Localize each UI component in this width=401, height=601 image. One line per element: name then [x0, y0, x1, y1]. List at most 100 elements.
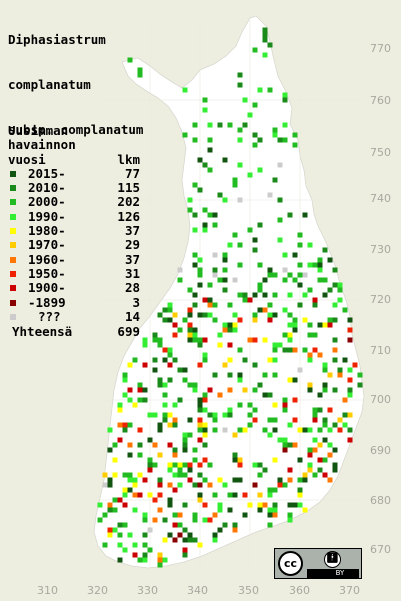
observation-square [117, 422, 123, 428]
observation-square [332, 422, 338, 428]
observation-square [192, 512, 198, 518]
observation-square [267, 302, 273, 308]
legend-item: 2015- 77 [8, 166, 140, 181]
observation-square [322, 457, 328, 463]
observation-square [217, 502, 223, 508]
observation-square [327, 477, 333, 483]
observation-square [112, 507, 118, 513]
observation-square [192, 227, 198, 233]
observation-square [307, 332, 313, 338]
observation-square [197, 407, 203, 413]
observation-square [347, 427, 353, 433]
observation-square [187, 477, 193, 483]
observation-square [242, 357, 248, 363]
observation-square [317, 392, 323, 398]
observation-square [212, 317, 218, 323]
observation-square [247, 227, 253, 233]
observation-square [332, 467, 338, 473]
observation-square [272, 292, 278, 298]
cc-license-badge[interactable]: cc 🚹︎ BY [274, 548, 362, 579]
observation-square [197, 427, 203, 433]
observation-square [232, 277, 238, 283]
observation-square [262, 37, 268, 43]
observation-square [117, 522, 123, 528]
legend-swatch [10, 285, 16, 292]
observation-square [332, 387, 338, 393]
observation-square [162, 557, 168, 563]
observation-square [152, 337, 158, 343]
observation-square [102, 542, 108, 548]
legend-items: 2015- 77 2010- 115 2000- 202 1990- 126 1980- 37 19… [8, 166, 140, 324]
observation-square [122, 472, 128, 478]
observation-square [292, 317, 298, 323]
observation-square [307, 352, 313, 358]
observation-square [257, 472, 263, 478]
observation-square [252, 362, 258, 368]
legend-swatch [10, 299, 16, 306]
title-line-1: Diphasiastrum [8, 32, 106, 47]
observation-square [172, 322, 178, 328]
observation-square [267, 312, 273, 318]
legend-item-label: ??? [38, 308, 61, 324]
observation-square [247, 297, 253, 303]
observation-square [292, 277, 298, 283]
observation-square [207, 517, 213, 523]
observation-square [182, 527, 188, 533]
observation-square [252, 387, 258, 393]
legend-item-count: 31 [124, 265, 140, 281]
observation-square [172, 447, 178, 453]
observation-square [137, 387, 143, 393]
observation-square [317, 457, 323, 463]
observation-square [277, 137, 283, 143]
observation-square [162, 537, 168, 543]
observation-square [262, 372, 268, 378]
observation-square [217, 277, 223, 283]
observation-square [102, 512, 108, 518]
observation-square [152, 332, 158, 338]
observation-square [337, 282, 343, 288]
observation-square [282, 482, 288, 488]
legend-item: -1899 3 [8, 294, 140, 310]
observation-square [237, 372, 243, 378]
observation-square [197, 417, 203, 423]
observation-square [197, 497, 203, 503]
observation-square [207, 312, 213, 318]
observation-square [137, 452, 143, 458]
legend-item-label: -1899 [28, 294, 66, 310]
observation-square [297, 262, 303, 268]
observation-square [307, 262, 313, 268]
legend-item-count: 77 [124, 165, 140, 181]
species-title: Diphasiastrum complanatum subsp. complan… [8, 2, 143, 167]
observation-square [332, 462, 338, 468]
observation-square [182, 547, 188, 553]
observation-square [177, 522, 183, 528]
observation-square [272, 502, 278, 508]
observation-square [222, 412, 228, 418]
observation-square [167, 502, 173, 508]
observation-square [217, 122, 223, 128]
observation-square [132, 402, 138, 408]
legend-swatch [10, 199, 16, 206]
observation-square [272, 402, 278, 408]
observation-square [157, 507, 163, 513]
observation-square [102, 482, 108, 488]
y-axis-label: 670 [370, 543, 391, 556]
observation-square [282, 307, 288, 313]
observation-square [187, 207, 193, 213]
legend-header-1: Uusimman [8, 123, 69, 138]
observation-square [272, 417, 278, 423]
observation-square [317, 442, 323, 448]
observation-square [142, 477, 148, 483]
observation-square [342, 422, 348, 428]
observation-square [332, 357, 338, 363]
observation-square [167, 317, 173, 323]
observation-square [327, 407, 333, 413]
observation-square [327, 372, 333, 378]
observation-square [267, 417, 273, 423]
observation-square [167, 482, 173, 488]
observation-square [182, 432, 188, 438]
observation-square [107, 427, 113, 433]
observation-square [202, 502, 208, 508]
observation-square [192, 457, 198, 463]
observation-square [137, 492, 143, 498]
